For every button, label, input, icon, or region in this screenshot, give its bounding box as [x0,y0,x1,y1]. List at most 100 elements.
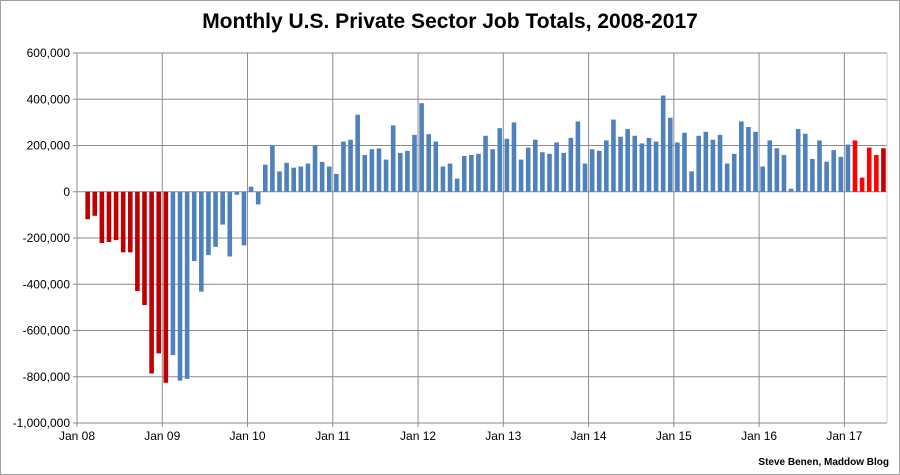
bar [710,139,716,192]
bar [170,191,176,356]
bar [291,167,297,192]
y-tick-label: 400,000 [27,92,71,106]
bar [753,131,758,192]
bar [646,137,652,192]
bar [341,141,346,192]
bar [227,191,233,257]
bar [334,173,339,192]
bar [447,163,453,192]
x-tick-label: Jan 09 [144,429,180,443]
bar [199,191,204,292]
bar [405,150,410,192]
bar [127,191,133,253]
bar [575,121,581,192]
bar [604,140,609,192]
bar [106,191,112,242]
bar [426,134,432,192]
bar [675,142,680,192]
bar [454,178,460,192]
bar [248,186,254,192]
bar [92,191,98,216]
bar [838,156,844,192]
bar [270,145,275,192]
bar [305,163,311,192]
x-tick-label: Jan 10 [230,429,266,443]
chart-title: Monthly U.S. Private Sector Job Totals, … [202,10,698,33]
bar [433,141,439,192]
x-tick-label: Jan 08 [59,429,95,443]
bar [277,171,282,192]
bar [312,145,318,192]
bar [866,147,872,192]
x-tick-label: Jan 15 [656,429,692,443]
bar [689,171,694,192]
x-tick-label: Jan 16 [741,429,777,443]
bar [483,135,488,192]
x-tick-label: Jan 13 [485,429,521,443]
bar [120,191,126,253]
bar [390,125,396,192]
credit-text: Steve Benen, Maddow Blog [758,457,889,468]
bar [177,191,183,381]
bar [802,133,808,192]
y-tick-label: -600,000 [23,324,71,338]
y-tick-label: 0 [63,185,70,199]
bar [639,143,645,192]
bar [220,191,225,225]
bar [611,119,616,192]
bar [362,154,368,192]
bar [241,191,247,246]
y-tick-label: 600,000 [27,46,71,60]
bar [156,191,162,354]
bar [213,191,218,247]
bar [419,103,424,192]
bar [824,161,829,192]
bar [845,144,851,192]
bar [369,149,375,192]
bar [135,191,140,291]
bar [504,138,510,192]
bar [810,158,815,192]
bar [632,135,638,192]
y-tick-label: 200,000 [27,139,71,153]
bar [660,95,666,192]
bar [852,140,858,192]
bar [412,134,417,192]
bar [554,142,559,192]
bar [547,153,552,192]
bar [184,191,190,379]
bar [163,191,169,383]
bar [532,139,538,192]
x-tick-label: Jan 11 [315,429,350,443]
bar [703,131,709,192]
bar [255,191,261,205]
bar [817,140,822,192]
bar [767,140,773,192]
bar [376,148,382,192]
bar [234,191,240,195]
bar [618,136,623,192]
bar [497,128,503,192]
bar [760,166,765,192]
bar [596,150,602,192]
bar [490,149,495,192]
bar [874,154,879,192]
x-tick-label: Jan 17 [826,429,862,443]
bar [469,154,474,192]
bar [113,191,119,241]
bar [262,164,268,192]
bar [582,163,588,192]
bar [724,163,730,192]
bar [781,154,787,192]
bar [397,152,403,192]
bar [298,166,304,192]
y-tick-label: -400,000 [23,277,71,291]
bar [774,148,780,192]
x-tick-label: Jan 14 [571,429,607,443]
bar [859,177,865,192]
bar [561,152,567,192]
bar [746,127,751,192]
bar [284,162,289,192]
bar [440,166,446,192]
